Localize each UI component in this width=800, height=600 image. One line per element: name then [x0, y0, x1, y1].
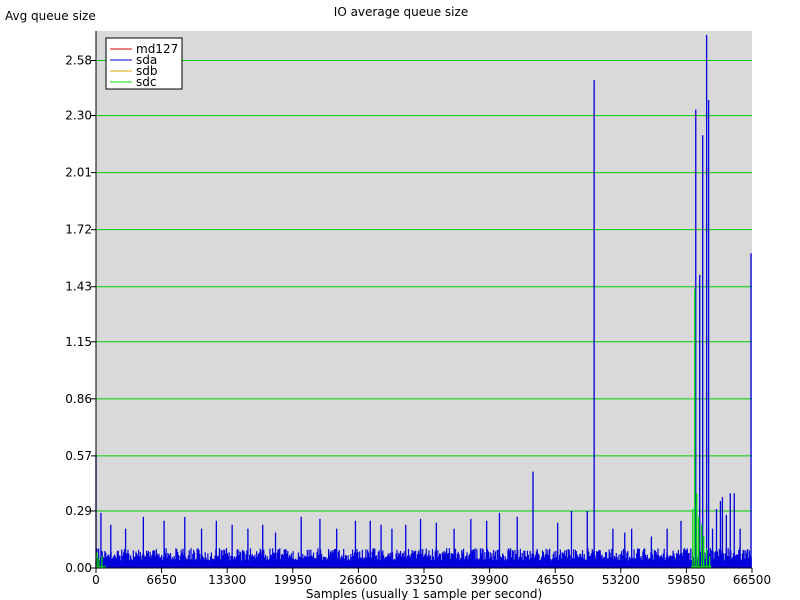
series-layer	[95, 34, 752, 568]
x-tick-label: 66500	[733, 573, 771, 587]
x-axis-label: Samples (usually 1 sample per second)	[306, 587, 542, 600]
y-tick-label: 2.30	[65, 109, 92, 123]
x-tick-label: 0	[92, 573, 100, 587]
x-tick-label: 13300	[208, 573, 246, 587]
axes: 0.00 0.29 0.57 0.86 1.15 1.43 1.72 2.01 2.30 2.58…	[65, 31, 771, 587]
legend-label: md127	[136, 42, 178, 56]
chart-title: IO average queue size	[334, 5, 468, 19]
y-tick-label: 2.01	[65, 166, 92, 180]
x-tick-label: 6650	[146, 573, 177, 587]
y-tick-label: 1.72	[65, 223, 92, 237]
y-tick-label: 0.57	[65, 449, 92, 463]
legend-label: sdb	[136, 64, 158, 78]
x-tick-label: 39900	[471, 573, 509, 587]
x-tick-label: 19950	[274, 573, 312, 587]
y-tick-label: 0.00	[65, 561, 92, 575]
x-tick-label: 59850	[667, 573, 705, 587]
y-tick-label: 1.15	[65, 335, 92, 349]
legend-box	[105, 37, 183, 90]
x-tick-label: 46550	[536, 573, 574, 587]
x-tick-label: 33250	[405, 573, 443, 587]
legend-label: sdc	[136, 75, 156, 89]
y-tick-label: 0.29	[65, 504, 92, 518]
y-tick-label: 0.86	[65, 392, 92, 406]
grid-lines	[96, 60, 752, 512]
plot-area	[96, 31, 752, 568]
legend-label: sda	[136, 53, 157, 67]
y-tick-label: 2.58	[65, 54, 92, 68]
x-tick-label: 26600	[339, 573, 377, 587]
series-sdc	[95, 288, 712, 568]
x-tick-label: 53200	[602, 573, 640, 587]
y-tick-label: 1.43	[65, 280, 92, 294]
series-sda	[95, 34, 752, 568]
y-axis-label: Avg queue size	[5, 9, 96, 23]
